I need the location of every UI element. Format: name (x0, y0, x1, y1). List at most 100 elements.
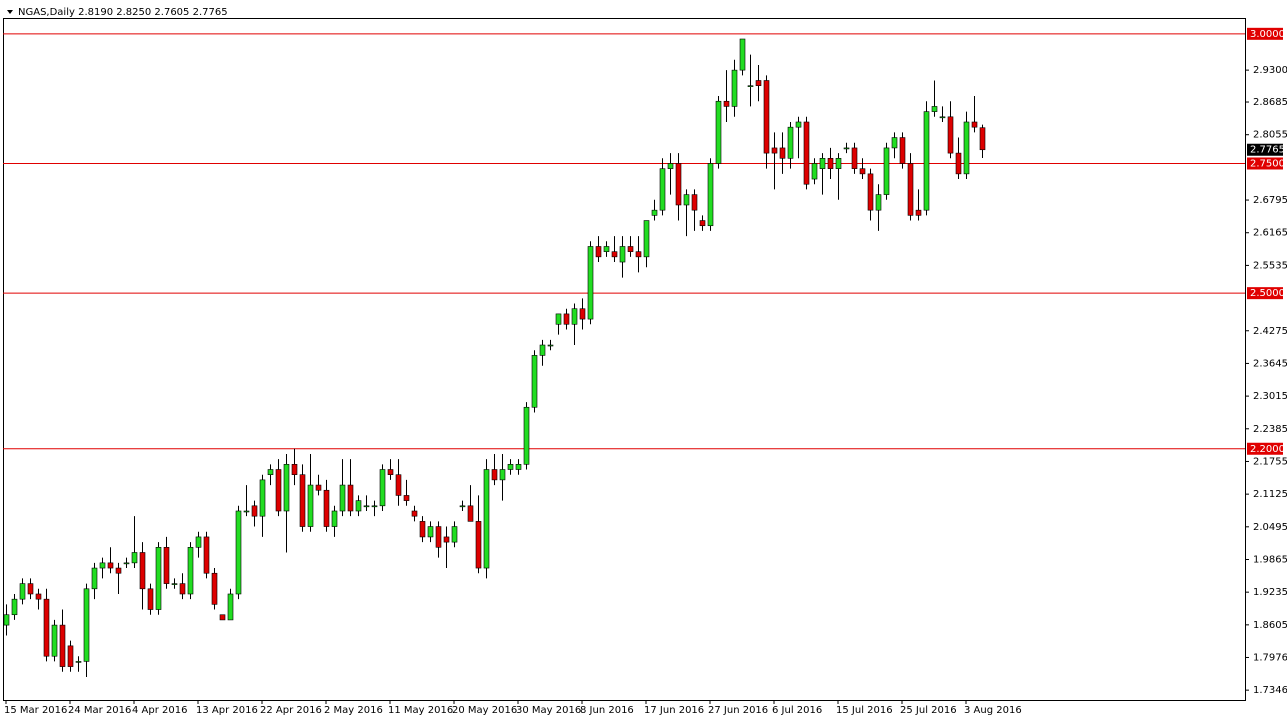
candle-body (387, 469, 394, 475)
candle-body (715, 100, 722, 164)
candle-body (267, 469, 274, 475)
candle-body (435, 526, 442, 548)
y-tick-label: 2.0495 (1253, 522, 1287, 533)
candle-body (251, 505, 258, 517)
candle-body (11, 598, 18, 616)
candle-body (483, 469, 490, 569)
candle-body (99, 562, 106, 569)
candle-body (635, 251, 642, 258)
candle-body (883, 147, 890, 195)
level-label-box (1247, 287, 1283, 300)
y-tick-label: 2.4275 (1253, 326, 1287, 337)
level-label-box (1247, 442, 1283, 455)
candle-body (403, 495, 410, 501)
candle-body (451, 526, 458, 543)
candle-body (603, 246, 610, 252)
candle-body (867, 173, 874, 211)
x-tick-label: 2 May 2016 (324, 705, 383, 716)
candle-body (291, 464, 298, 475)
plot-frame (3, 18, 1246, 701)
candle-body (163, 547, 170, 584)
x-tick-label: 20 May 2016 (452, 705, 517, 716)
candle-body (827, 158, 834, 169)
level-label: 2.7500 (1250, 158, 1285, 169)
y-tick-label: 2.2385 (1253, 424, 1287, 435)
candle-body (571, 308, 578, 325)
candle-body (43, 598, 50, 657)
candle-body (115, 567, 122, 574)
candle-body (963, 121, 970, 175)
level-label: 2.2000 (1250, 444, 1285, 455)
candle-body (379, 469, 386, 507)
candle-body (427, 526, 434, 538)
candle-body (595, 246, 602, 258)
level-label: 2.5000 (1250, 288, 1285, 299)
candle-body (955, 152, 962, 175)
candle-body (587, 246, 594, 320)
candle-body (939, 116, 946, 119)
candle-body (915, 209, 922, 216)
y-tick-label: 2.8685 (1253, 97, 1287, 108)
candle-body (499, 469, 506, 481)
candle-body (331, 510, 338, 527)
candle-body (443, 536, 450, 543)
candle-body (979, 127, 986, 151)
candle-body (19, 583, 26, 600)
candle-body (315, 484, 322, 491)
candle-body (899, 137, 906, 164)
x-tick-label: 3 Aug 2016 (964, 705, 1022, 716)
candle-body (851, 147, 858, 169)
candle-body (139, 552, 146, 590)
candle-body (371, 505, 378, 508)
candle-body (547, 344, 554, 347)
x-tick-label: 17 Jun 2016 (644, 705, 704, 716)
candle-body (211, 572, 218, 605)
chart-title: NGAS,Daily 2.8190 2.8250 2.7605 2.7765 (18, 7, 228, 18)
candle-body (667, 163, 674, 169)
candle-body (83, 588, 90, 662)
candle-body (299, 474, 306, 527)
candle-body (739, 38, 746, 71)
candle-body (843, 147, 850, 150)
candle-body (155, 547, 162, 610)
y-tick-label: 2.5535 (1253, 260, 1287, 271)
candle-body (515, 464, 522, 470)
level-label-box (1247, 27, 1283, 40)
candle-body (243, 510, 250, 513)
candle-body (643, 220, 650, 258)
candle-body (507, 464, 514, 470)
candle-body (907, 163, 914, 216)
candle-body (259, 479, 266, 517)
candle-body (923, 111, 930, 211)
candle-body (723, 100, 730, 107)
candle-body (411, 510, 418, 517)
last-price-box (1247, 143, 1283, 156)
candle-body (171, 583, 178, 585)
candle-body (771, 147, 778, 154)
candle-body (579, 308, 586, 320)
candle-body (819, 158, 826, 169)
candle-body (235, 510, 242, 595)
candle-body (891, 137, 898, 149)
last-price-label: 2.7765 (1250, 145, 1285, 156)
candle-body (491, 469, 498, 481)
candle-body (523, 406, 530, 465)
y-tick-label: 2.6165 (1253, 228, 1287, 239)
candle-body (67, 645, 74, 667)
candle-body (107, 562, 114, 569)
candle-body (755, 80, 762, 86)
y-tick-label: 2.3015 (1253, 391, 1287, 402)
candle-body (675, 163, 682, 206)
menu-arrow[interactable] (7, 10, 13, 14)
y-tick-label: 2.8055 (1253, 130, 1287, 141)
candle-body (627, 246, 634, 252)
candle-body (307, 484, 314, 527)
candle-body (859, 168, 866, 175)
candle-body (811, 163, 818, 180)
candle-body (563, 313, 570, 325)
candle-body (803, 121, 810, 185)
candle-body (203, 536, 210, 574)
candle-body (59, 624, 66, 667)
